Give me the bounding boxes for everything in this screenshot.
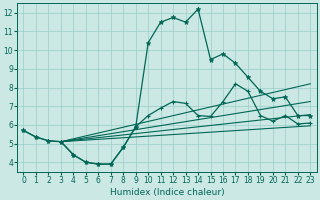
X-axis label: Humidex (Indice chaleur): Humidex (Indice chaleur) <box>109 188 224 197</box>
